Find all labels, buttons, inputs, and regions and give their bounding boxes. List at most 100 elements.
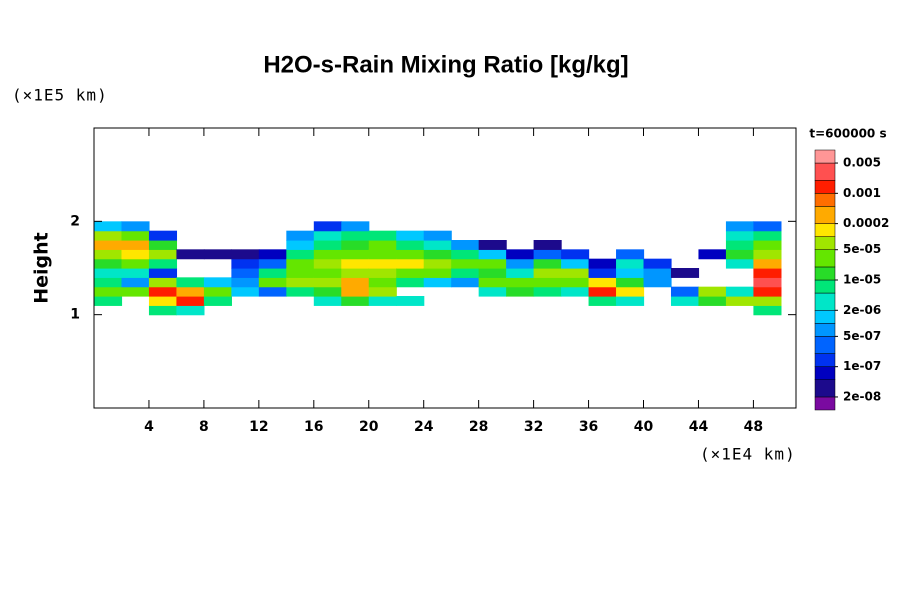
field-cell <box>368 296 397 306</box>
field-cell <box>286 277 315 288</box>
colorbar-bin <box>814 266 836 281</box>
colorbar-bin <box>814 180 836 194</box>
field-cell <box>368 249 397 260</box>
field-cell <box>698 249 727 260</box>
colorbar-bin <box>814 379 836 398</box>
field-cell <box>451 258 480 269</box>
x-tick-label: 8 <box>199 419 209 435</box>
field-cell <box>341 240 370 250</box>
field-cell <box>423 258 452 269</box>
field-cell <box>148 286 178 297</box>
field-cell <box>478 240 507 250</box>
field-cell <box>725 296 755 306</box>
field-cell <box>258 268 287 278</box>
field-cell <box>368 258 397 269</box>
field-cell <box>478 286 507 297</box>
field-cell <box>94 258 123 269</box>
y-unit-label: (×1E5 km) <box>12 86 108 105</box>
field-cell <box>313 286 342 297</box>
field-cell <box>616 268 645 278</box>
colorbar-bin <box>814 249 836 268</box>
field-cell <box>616 277 645 288</box>
field-cell <box>121 221 150 232</box>
field-cell <box>313 258 342 269</box>
field-cell <box>203 277 232 288</box>
field-cell <box>725 286 755 297</box>
field-cell <box>451 249 480 260</box>
field-cell <box>176 305 205 316</box>
colorbar-bin <box>814 336 836 354</box>
field-cell <box>341 249 370 260</box>
field-cell <box>341 296 370 306</box>
field-cell <box>121 249 150 260</box>
field-cell <box>561 286 590 297</box>
field-cell <box>561 268 590 278</box>
field-cell <box>588 286 617 297</box>
x-tick-label: 44 <box>689 419 709 435</box>
field-cell <box>396 268 425 278</box>
field-cell <box>94 230 123 241</box>
colorbar-bin <box>814 323 836 337</box>
field-cell <box>148 305 178 316</box>
field-cell <box>94 296 123 306</box>
y-tick-label: 1 <box>70 307 80 323</box>
field-cell <box>396 240 425 250</box>
field-cell <box>698 296 727 306</box>
field-cell <box>533 249 562 260</box>
field-cell <box>506 286 535 297</box>
field-cell <box>423 268 452 278</box>
field-cell <box>231 249 260 260</box>
colorbar-tick-label: 1e-05 <box>843 273 881 287</box>
field-cell <box>286 230 315 241</box>
field-cell <box>506 268 535 278</box>
field-cell <box>368 240 397 250</box>
colorbar-bin <box>814 236 836 250</box>
field-cell <box>423 240 452 250</box>
x-tick-label: 40 <box>634 419 654 435</box>
field-cell <box>341 230 370 241</box>
field-cell <box>588 296 617 306</box>
field-cell <box>506 249 535 260</box>
field-cell <box>94 268 123 278</box>
field-cell <box>753 221 782 232</box>
field-cell <box>313 277 342 288</box>
field-cell <box>533 258 562 269</box>
field-cell <box>121 240 150 250</box>
field-cell <box>231 258 260 269</box>
x-tick-label: 28 <box>469 419 488 435</box>
field-cell <box>148 258 178 269</box>
field-cell <box>121 277 150 288</box>
field-cell <box>533 268 562 278</box>
field-cell <box>396 296 425 306</box>
field-cell <box>616 249 645 260</box>
y-axis-label: Height <box>31 232 53 304</box>
field-cell <box>533 277 562 288</box>
field-cell <box>258 258 287 269</box>
field-cell <box>176 249 205 260</box>
field <box>94 221 782 316</box>
field-cell <box>313 268 342 278</box>
colorbar-bin <box>814 279 836 294</box>
field-cell <box>313 249 342 260</box>
field-cell <box>561 277 590 288</box>
field-cell <box>725 230 755 241</box>
field-cell <box>753 240 782 250</box>
field-cell <box>368 268 397 278</box>
field-cell <box>533 286 562 297</box>
field-cell <box>231 268 260 278</box>
field-cell <box>423 277 452 288</box>
colorbar-tick-label: 0.001 <box>843 186 881 200</box>
field-cell <box>341 268 370 278</box>
field-cell <box>725 221 755 232</box>
field-cell <box>616 296 645 306</box>
field-cell <box>94 286 123 297</box>
field-cell <box>670 296 700 306</box>
colorbar-bin <box>814 206 836 224</box>
field-cell <box>670 268 700 278</box>
field-cell <box>341 258 370 269</box>
field-cell <box>313 221 342 232</box>
field-cell <box>451 268 480 278</box>
x-tick-label: 24 <box>414 419 434 435</box>
field-cell <box>478 249 507 260</box>
